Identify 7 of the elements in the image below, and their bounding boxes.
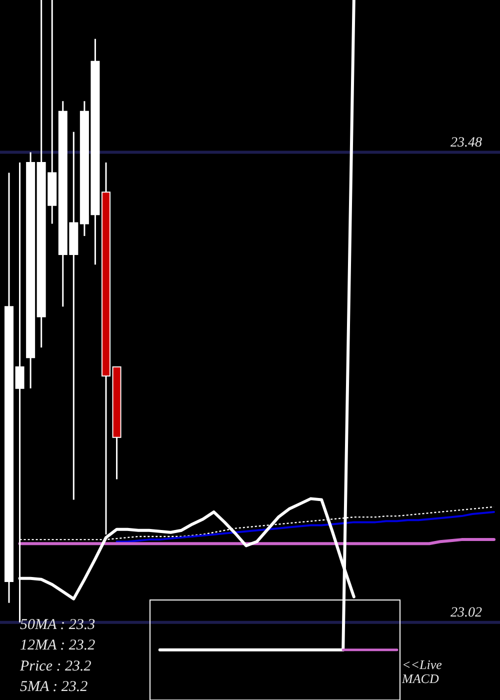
annotation: 50MA : 23.3 xyxy=(20,617,96,633)
annotation: 12MA : 23.2 xyxy=(20,638,96,654)
ref-line-label: 23.02 xyxy=(450,605,482,620)
annotation: Price : 23.2 xyxy=(19,658,92,674)
ref-line-label: 23.48 xyxy=(450,135,482,150)
annotation: <<Live MACD xyxy=(401,657,442,686)
annotation: 5MA : 23.2 xyxy=(20,679,88,696)
